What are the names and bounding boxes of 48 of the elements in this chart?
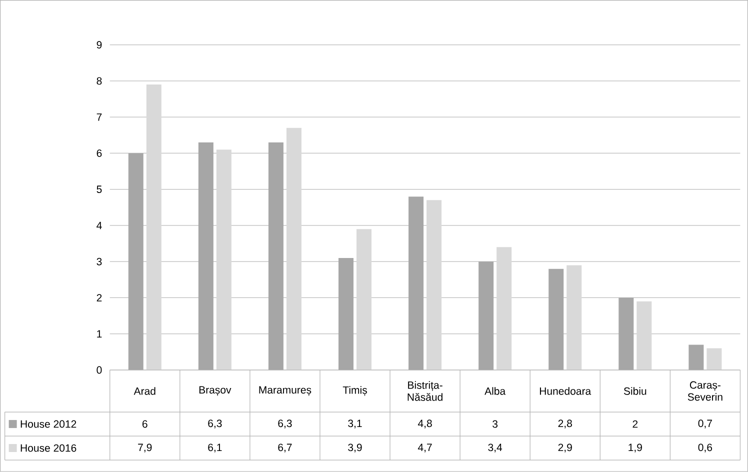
data-label: 3,1 [348, 420, 362, 428]
x-tick-label: Hunedoara [540, 387, 592, 395]
data-label: 0,7 [698, 420, 712, 428]
y-tick-label: 8 [96, 77, 102, 85]
y-tick-label: 5 [96, 186, 102, 194]
bar [286, 128, 302, 370]
y-tick-label: 1 [97, 330, 102, 338]
x-tick-label: Brașov [199, 386, 232, 396]
data-label: 6,7 [278, 444, 292, 452]
data-label: 2,8 [558, 420, 572, 428]
data-label: 4,8 [418, 420, 432, 428]
y-tick-label: 3 [96, 258, 102, 266]
data-label: 4,7 [418, 444, 432, 452]
data-label: 6,1 [208, 444, 222, 452]
x-tick-label: Maramureș [259, 386, 312, 396]
bar [566, 265, 582, 370]
bar [356, 229, 372, 370]
data-label: 6,3 [278, 420, 292, 428]
y-tick-label: 6 [96, 150, 102, 158]
y-tick-label: 2 [96, 294, 102, 302]
data-label: 1,9 [628, 444, 642, 452]
data-label: 7,9 [138, 444, 152, 452]
data-label: 6,3 [208, 420, 222, 428]
legend-label: House 2012 [20, 420, 76, 428]
x-tick-label: Bistrița-Năsăud [408, 381, 442, 401]
y-tick-label: 9 [96, 41, 102, 49]
data-label: 0,6 [698, 444, 712, 452]
data-label: 2,9 [558, 444, 572, 452]
x-tick-label: Alba [484, 387, 506, 395]
bar [706, 348, 722, 370]
data-label: 2 [632, 420, 638, 428]
y-tick-label: 4 [96, 222, 102, 230]
bar [216, 150, 232, 370]
x-tick-label: Caraș-Severin [688, 381, 722, 401]
bar [636, 301, 652, 370]
data-label: 3,9 [348, 444, 362, 452]
data-label: 3 [492, 420, 498, 428]
y-tick-label: 7 [96, 114, 102, 121]
bar [146, 84, 162, 370]
legend-label: House 2016 [20, 444, 76, 452]
x-tick-label: Sibiu [624, 387, 646, 395]
bar [496, 247, 512, 370]
data-label: 6 [142, 420, 148, 428]
y-tick-label: 0 [96, 366, 102, 374]
x-tick-label: Arad [134, 387, 156, 395]
x-tick-label: Timiș [342, 386, 367, 396]
bar [426, 200, 442, 370]
data-label: 3,4 [488, 444, 502, 452]
